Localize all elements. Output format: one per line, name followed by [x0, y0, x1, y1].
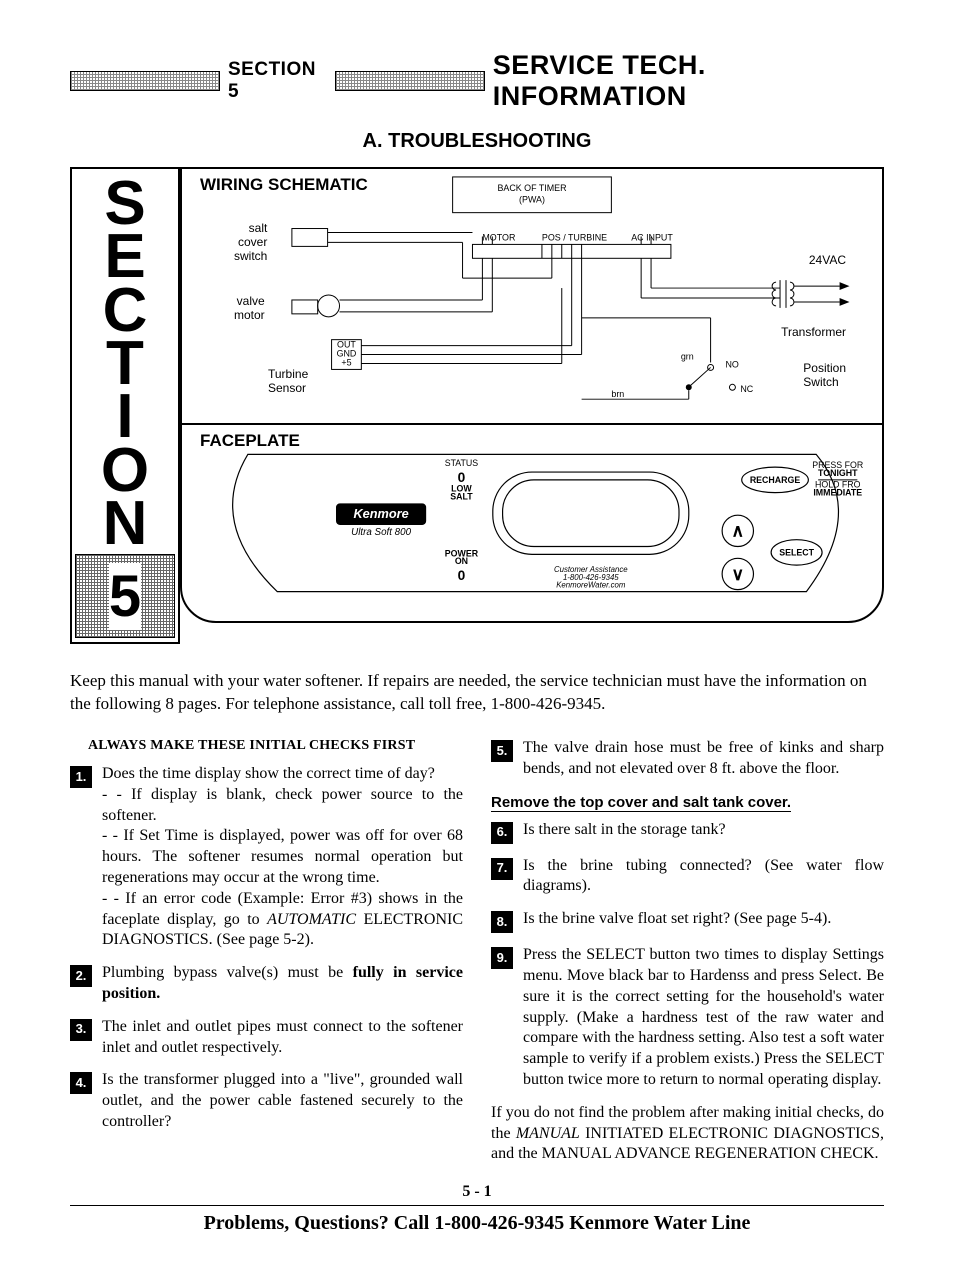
- svg-text:(PWA): (PWA): [519, 195, 545, 205]
- svg-text:RECHARGE: RECHARGE: [750, 475, 801, 485]
- item-number: 2.: [70, 965, 92, 987]
- check-item-4: 4. Is the transformer plugged into a "li…: [70, 1070, 463, 1132]
- wiring-schematic-panel: WIRING SCHEMATIC BACK OF TIMER (PWA) MOT…: [180, 167, 884, 423]
- item-number: 1.: [70, 766, 92, 788]
- page-number: 5 - 1: [70, 1183, 884, 1201]
- svg-text:∨: ∨: [731, 564, 744, 584]
- footer-line: Problems, Questions? Call 1-800-426-9345…: [70, 1212, 884, 1235]
- checks-heading: ALWAYS MAKE THESE INITIAL CHECKS FIRST: [88, 738, 463, 754]
- hatch-decor-left: [70, 71, 220, 91]
- left-column: ALWAYS MAKE THESE INITIAL CHECKS FIRST 1…: [70, 738, 463, 1165]
- svg-text:MOTOR: MOTOR: [482, 232, 516, 242]
- section-label: SECTION 5: [228, 59, 327, 103]
- sidebar-letters: SECTION: [101, 177, 149, 550]
- check-item-6: 6. Is there salt in the storage tank?: [491, 820, 884, 844]
- check-item-7: 7. Is the brine tubing connected? (See w…: [491, 856, 884, 898]
- hatch-decor-mid: [335, 71, 485, 91]
- check-item-9: 9. Press the SELECT button two times to …: [491, 945, 884, 1091]
- svg-text:BACK OF TIMER: BACK OF TIMER: [497, 183, 567, 193]
- svg-text:AC INPUT: AC INPUT: [631, 232, 673, 242]
- svg-text:∧: ∧: [731, 521, 744, 541]
- svg-text:POS / TURBINE: POS / TURBINE: [542, 232, 607, 242]
- figure-area: SECTION 5 WIRING SCHEMATIC BACK OF TIMER…: [70, 167, 884, 644]
- svg-text:0: 0: [458, 470, 466, 485]
- intro-paragraph: Keep this manual with your water softene…: [70, 670, 884, 716]
- faceplate-diagram: STATUS 0 LOW SALT Kenmore Ultra Soft 800…: [182, 425, 882, 621]
- sidebar-hatch: 5: [75, 554, 175, 638]
- item-number: 7.: [491, 858, 513, 880]
- svg-text:grn: grn: [681, 352, 694, 362]
- faceplate-panel: FACEPLATE STATUS 0 LOW SALT Kenmore Ultr…: [180, 423, 884, 623]
- page-header: SECTION 5 SERVICE TECH. INFORMATION: [70, 50, 884, 112]
- check-item-8: 8. Is the brine valve float set right? (…: [491, 909, 884, 933]
- svg-text:SELECT: SELECT: [779, 547, 814, 557]
- remove-cover-heading: Remove the top cover and salt tank cover…: [491, 794, 791, 812]
- svg-text:SALT: SALT: [450, 491, 473, 501]
- item-number: 9.: [491, 947, 513, 969]
- footer-rule: [70, 1205, 884, 1206]
- svg-text:ON: ON: [455, 556, 468, 566]
- closing-paragraph: If you do not find the problem after mak…: [491, 1103, 884, 1165]
- item-number: 8.: [491, 911, 513, 933]
- svg-text:IMMEDIATE: IMMEDIATE: [813, 488, 862, 498]
- item-number: 6.: [491, 822, 513, 844]
- section-sidebar: SECTION 5: [70, 167, 180, 644]
- sidebar-number: 5: [109, 563, 141, 630]
- svg-text:+5: +5: [341, 357, 351, 367]
- check-item-3: 3. The inlet and outlet pipes must conne…: [70, 1017, 463, 1059]
- item-number: 4.: [70, 1072, 92, 1094]
- check-item-2: 2. Plumbing bypass valve(s) must be full…: [70, 963, 463, 1005]
- right-column: 5. The valve drain hose must be free of …: [491, 738, 884, 1165]
- item-number: 3.: [70, 1019, 92, 1041]
- svg-text:NO: NO: [725, 359, 738, 369]
- svg-text:NC: NC: [740, 384, 753, 394]
- svg-text:STATUS: STATUS: [445, 458, 479, 468]
- svg-text:Ultra Soft 800: Ultra Soft 800: [351, 527, 411, 538]
- check-item-5: 5. The valve drain hose must be free of …: [491, 738, 884, 780]
- svg-text:TONIGHT: TONIGHT: [818, 468, 858, 478]
- svg-text:brn: brn: [611, 389, 624, 399]
- section-subtitle: A. TROUBLESHOOTING: [70, 130, 884, 153]
- svg-text:KenmoreWater.com: KenmoreWater.com: [556, 581, 626, 590]
- svg-text:Kenmore: Kenmore: [353, 506, 408, 521]
- page-title: SERVICE TECH. INFORMATION: [493, 50, 884, 112]
- svg-text:0: 0: [458, 568, 466, 583]
- check-item-1: 1. Does the time display show the correc…: [70, 764, 463, 951]
- item-number: 5.: [491, 740, 513, 762]
